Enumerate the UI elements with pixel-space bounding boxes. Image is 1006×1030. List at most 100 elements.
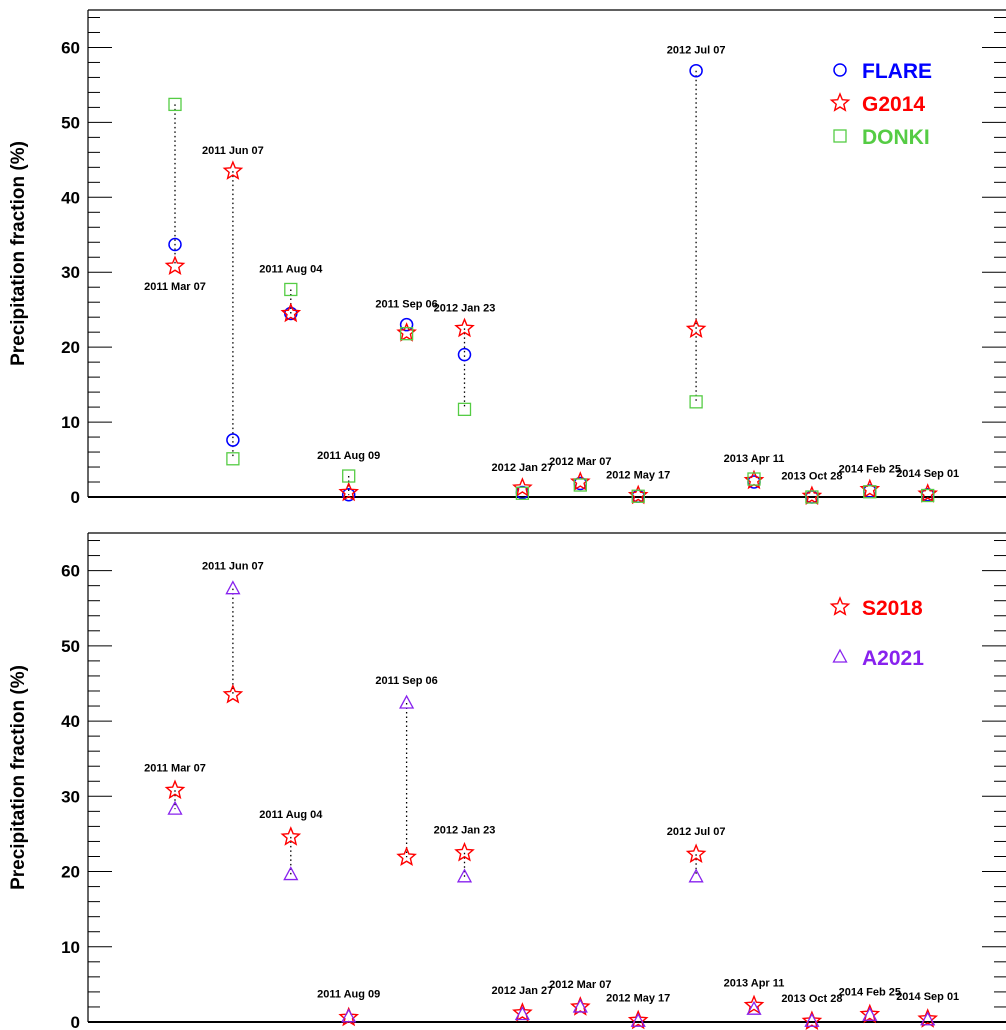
point-s2018 <box>743 994 765 1015</box>
legend-marker-g2014 <box>829 92 851 112</box>
event-label: 2011 Sep 06 <box>375 299 437 311</box>
point-g2014 <box>338 481 360 502</box>
event-label: 2014 Feb 25 <box>839 464 901 476</box>
point-flare <box>168 237 182 252</box>
point-donki <box>921 488 935 503</box>
point-s2018 <box>396 846 417 867</box>
point-a2021 <box>572 998 588 1013</box>
legend-label-donki: DONKI <box>862 126 930 149</box>
event-label: 2011 Mar 07 <box>144 762 206 774</box>
event-label: 2014 Sep 01 <box>896 468 959 480</box>
point-flare <box>341 488 356 502</box>
legend-marker-donki <box>833 129 847 143</box>
point-s2018 <box>280 826 302 846</box>
legend-label-s2018: S2018 <box>862 597 923 620</box>
y-axis-title: Precipitation fraction (%) <box>8 141 29 366</box>
point-donki <box>284 282 298 297</box>
point-flare <box>457 347 472 362</box>
point-donki <box>689 395 703 409</box>
y-tick-label: 40 <box>61 712 80 731</box>
point-s2018 <box>627 1009 649 1030</box>
y-tick-label: 0 <box>71 488 80 507</box>
point-a2021 <box>514 1006 530 1021</box>
point-g2014 <box>454 317 475 338</box>
point-s2018 <box>859 1003 881 1024</box>
event-label: 2011 Mar 07 <box>144 281 206 293</box>
event-label: 2011 Sep 06 <box>375 675 437 687</box>
event-label: 2012 May 17 <box>606 992 670 1004</box>
point-donki <box>805 490 819 504</box>
point-donki <box>515 486 530 500</box>
point-s2018 <box>512 1002 533 1022</box>
event-label: 2014 Feb 25 <box>839 986 901 998</box>
event-label: 2011 Aug 04 <box>259 809 323 821</box>
legend-label-a2021: A2021 <box>862 647 924 670</box>
legend-label-flare: FLARE <box>862 60 932 83</box>
y-tick-label: 40 <box>61 188 80 207</box>
point-a2021 <box>920 1011 936 1026</box>
point-g2014 <box>512 477 533 497</box>
y-tick-label: 60 <box>61 562 80 581</box>
event-label: 2012 Jan 23 <box>434 825 496 837</box>
event-label: 2011 Jun 07 <box>202 561 264 573</box>
y-tick-label: 60 <box>61 38 80 57</box>
point-s2018 <box>454 841 475 862</box>
point-flare <box>689 63 703 78</box>
event-label: 2012 Jul 07 <box>667 45 726 57</box>
y-tick-label: 30 <box>61 787 80 806</box>
point-g2014 <box>164 255 186 276</box>
event-label: 2012 Mar 07 <box>549 456 611 468</box>
point-donki <box>631 489 645 503</box>
event-label: 2011 Aug 09 <box>317 989 380 1001</box>
event-label: 2012 Jan 27 <box>492 462 554 474</box>
point-a2021 <box>862 1006 878 1021</box>
event-label: 2012 Jan 27 <box>492 985 554 997</box>
point-s2018 <box>801 1010 823 1030</box>
point-s2018 <box>917 1008 939 1028</box>
point-s2018 <box>685 843 707 864</box>
event-label: 2013 Oct 28 <box>781 470 842 482</box>
point-donki <box>573 478 587 492</box>
y-tick-label: 20 <box>61 338 80 357</box>
point-donki <box>168 97 182 112</box>
y-tick-label: 10 <box>61 413 80 432</box>
event-label: 2013 Apr 11 <box>724 977 785 989</box>
point-g2014 <box>685 318 707 338</box>
point-a2021 <box>804 1012 820 1027</box>
legend-marker-a2021 <box>832 648 848 663</box>
point-g2014 <box>222 160 244 180</box>
point-donki <box>399 327 414 341</box>
event-label: 2014 Sep 01 <box>896 991 959 1003</box>
y-tick-label: 30 <box>61 263 80 282</box>
point-donki <box>747 472 761 486</box>
legend-label-g2014: G2014 <box>862 93 925 116</box>
top-panel: 0 10 20 30 40 50 60 Precipitation fraction (%) 2… <box>8 9 1006 507</box>
y-tick-label: 0 <box>71 1013 80 1030</box>
point-a2021 <box>456 868 473 883</box>
point-a2021 <box>746 1000 762 1015</box>
point-a2021 <box>399 694 415 709</box>
event-label: 2012 May 17 <box>606 470 670 482</box>
point-flare <box>226 433 240 447</box>
event-label: 2011 Jun 07 <box>202 145 264 157</box>
event-label: 2012 Jan 23 <box>434 302 496 314</box>
point-g2014 <box>280 302 302 323</box>
point-a2021 <box>688 868 704 883</box>
point-flare <box>399 317 414 332</box>
point-donki <box>863 485 877 499</box>
point-a2021 <box>283 866 299 881</box>
point-a2021 <box>225 580 241 595</box>
y-axis-title: Precipitation fraction (%) <box>8 665 29 890</box>
legend-marker-flare <box>833 63 847 77</box>
event-label: 2012 Jul 07 <box>667 826 726 838</box>
point-donki <box>226 452 240 466</box>
y-tick-label: 50 <box>61 637 80 656</box>
event-label: 2013 Apr 11 <box>724 453 785 465</box>
point-a2021 <box>167 800 183 815</box>
y-tick-label: 10 <box>61 938 80 957</box>
event-label: 2011 Aug 04 <box>259 263 323 275</box>
point-s2018 <box>222 683 244 704</box>
bottom-panel: 0 10 20 30 40 50 60 Precipitation fraction (%) 2… <box>8 532 1006 1030</box>
point-a2021 <box>630 1012 646 1027</box>
